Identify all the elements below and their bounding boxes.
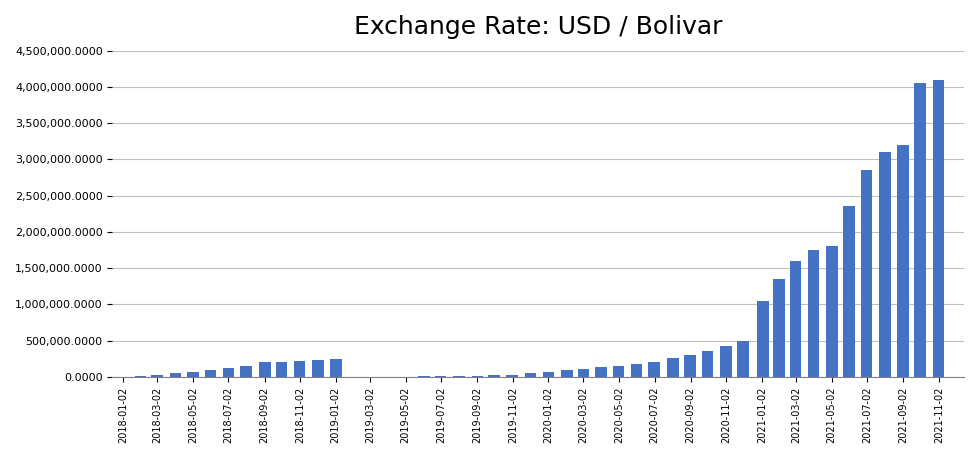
Bar bbox=[276, 361, 287, 377]
Bar bbox=[736, 341, 748, 377]
Bar bbox=[595, 367, 606, 377]
Bar bbox=[860, 170, 871, 377]
Bar bbox=[647, 362, 659, 377]
Bar bbox=[135, 376, 146, 377]
Bar bbox=[488, 375, 500, 377]
Bar bbox=[842, 207, 854, 377]
Bar bbox=[151, 375, 162, 377]
Bar bbox=[667, 358, 679, 377]
Bar bbox=[240, 366, 251, 377]
Bar bbox=[560, 370, 572, 377]
Bar bbox=[293, 361, 305, 377]
Bar bbox=[789, 261, 801, 377]
Bar bbox=[630, 365, 642, 377]
Bar bbox=[471, 376, 483, 377]
Bar bbox=[913, 83, 925, 377]
Bar bbox=[932, 80, 943, 377]
Bar bbox=[896, 145, 908, 377]
Bar bbox=[259, 362, 271, 377]
Title: Exchange Rate: USD / Bolivar: Exchange Rate: USD / Bolivar bbox=[354, 15, 722, 39]
Bar bbox=[825, 246, 837, 377]
Bar bbox=[807, 250, 819, 377]
Bar bbox=[684, 355, 695, 377]
Bar bbox=[756, 301, 768, 377]
Bar bbox=[187, 372, 199, 377]
Bar bbox=[506, 375, 517, 377]
Bar bbox=[878, 152, 890, 377]
Bar bbox=[773, 279, 784, 377]
Bar bbox=[542, 372, 554, 377]
Bar bbox=[330, 360, 341, 377]
Bar bbox=[720, 346, 732, 377]
Bar bbox=[312, 360, 324, 377]
Bar bbox=[701, 351, 713, 377]
Bar bbox=[612, 366, 624, 377]
Bar bbox=[169, 373, 181, 377]
Bar bbox=[204, 370, 216, 377]
Bar bbox=[577, 369, 589, 377]
Bar bbox=[222, 368, 234, 377]
Bar bbox=[524, 373, 536, 377]
